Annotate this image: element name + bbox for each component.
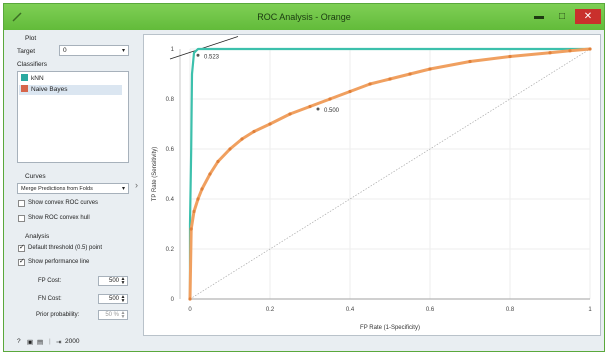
x-tick-label: 0.6 xyxy=(426,307,435,313)
window-title: ROC Analysis - Orange xyxy=(257,12,351,22)
curves-value: Merge Predictions from Folds xyxy=(21,186,93,192)
curves-combo[interactable]: Merge Predictions from Folds ▾ xyxy=(17,183,129,194)
series-point xyxy=(308,104,312,109)
convex-curves-label: Show convex ROC curves xyxy=(28,200,99,206)
series-point xyxy=(468,59,472,64)
series-point xyxy=(408,72,412,76)
series-point xyxy=(216,159,220,164)
x-axis-label: FP Rate (1-Specificity) xyxy=(360,325,420,331)
roc-window: ROC Analysis - Orange ▬ □ ✕ Plot Target … xyxy=(3,3,605,352)
fp-cost-spinbox[interactable]: 500 ▲ ▼ xyxy=(98,276,128,286)
y-tick-label: 0.6 xyxy=(166,147,175,153)
roc-plot-area[interactable]: 0 0.2 0.4 0.6 0.8 1 0 0.2 0.4 0.6 0.8 1 FP Rate (1-S… xyxy=(143,34,601,336)
series-point xyxy=(288,112,292,116)
help-icon[interactable]: ? xyxy=(17,338,21,345)
series-point xyxy=(328,97,332,101)
series-point xyxy=(188,297,192,301)
data-count: 2000 xyxy=(65,338,80,345)
classifiers-list[interactable]: kNN Naive Bayes xyxy=(17,71,129,163)
series-point xyxy=(196,197,200,201)
target-value: 0 xyxy=(63,47,67,54)
target-label: Target xyxy=(17,48,36,55)
y-axis-label: TP Rate (Sensitivity) xyxy=(152,147,158,202)
series-line-naive-bayes xyxy=(188,47,592,301)
series-point xyxy=(189,227,193,231)
convex-hull-label: Show ROC convex hull xyxy=(28,215,90,221)
threshold-marker xyxy=(316,107,320,111)
series-point xyxy=(388,77,392,81)
y-tick-label: 0 xyxy=(171,297,175,303)
classifiers-label: Classifiers xyxy=(17,61,47,68)
series-point xyxy=(348,89,352,94)
series-point xyxy=(568,49,572,53)
series-point xyxy=(268,122,272,126)
prior-probability-label: Prior probability: xyxy=(36,312,80,318)
diagonal-line xyxy=(189,48,591,300)
y-tick-label: 0.8 xyxy=(166,97,175,103)
x-tick-label: 0 xyxy=(188,307,192,313)
curves-label: Curves xyxy=(25,173,46,180)
save-image-icon[interactable]: ▣ xyxy=(27,339,34,346)
series-point xyxy=(240,137,244,141)
close-button[interactable]: ✕ xyxy=(575,9,601,24)
series-point xyxy=(428,67,432,71)
series-point xyxy=(208,172,212,176)
spin-arrows-icon: ▲ ▼ xyxy=(120,310,126,320)
status-bar: ? ▣ ▤ | ⇥ 2000 xyxy=(15,338,315,350)
chevron-down-icon: ▾ xyxy=(121,186,125,192)
default-threshold-checkbox[interactable] xyxy=(18,243,25,252)
classifier-item-knn[interactable]: kNN xyxy=(19,74,122,84)
series-point xyxy=(588,47,592,51)
maximize-button[interactable]: □ xyxy=(558,11,566,22)
convex-curves-checkbox[interactable] xyxy=(18,200,25,207)
y-tick-label: 0.2 xyxy=(166,247,175,253)
roc-chart: 0 0.2 0.4 0.6 0.8 1 0 0.2 0.4 0.6 0.8 1 FP Rate (1-S… xyxy=(152,36,592,331)
series-point xyxy=(368,82,372,86)
spin-arrows-icon: ▲ ▼ xyxy=(120,276,126,286)
threshold-label: 0.500 xyxy=(324,108,340,114)
separator: | xyxy=(49,338,51,345)
data-input-icon: ⇥ xyxy=(56,339,62,346)
performance-line xyxy=(169,36,239,60)
minimize-button[interactable]: ▬ xyxy=(534,11,544,22)
chevron-down-icon: ▾ xyxy=(121,48,125,54)
orange-app-icon xyxy=(12,12,22,22)
threshold-label: 0.523 xyxy=(204,54,220,60)
spin-arrows-icon: ▲ ▼ xyxy=(120,294,126,304)
x-tick-label: 1 xyxy=(588,307,592,313)
y-tick-label: 0.4 xyxy=(166,197,175,203)
y-tick-label: 1 xyxy=(171,47,175,53)
performance-line-checkbox[interactable] xyxy=(18,257,25,266)
panel-splitter-handle[interactable]: › xyxy=(135,180,138,190)
target-combo[interactable]: 0 ▾ xyxy=(59,45,129,56)
performance-line-label: Show performance line xyxy=(28,259,90,265)
plot-section-label: Plot xyxy=(25,35,37,42)
series-point xyxy=(508,54,512,59)
x-tick-label: 0.4 xyxy=(346,307,355,313)
fp-cost-label: FP Cost: xyxy=(38,278,62,284)
x-tick-label: 0.2 xyxy=(266,307,275,313)
prior-probability-spinbox[interactable]: 50 % ▲ ▼ xyxy=(98,310,128,320)
color-swatch xyxy=(21,74,28,81)
fn-cost-label: FN Cost: xyxy=(38,296,62,302)
series-point xyxy=(228,147,232,151)
x-tick-label: 0.8 xyxy=(506,307,515,313)
analysis-label: Analysis xyxy=(25,233,50,240)
convex-hull-checkbox[interactable] xyxy=(18,215,25,222)
series-point xyxy=(192,209,196,214)
color-swatch xyxy=(21,85,28,92)
classifier-item-naive-bayes[interactable]: Naive Bayes xyxy=(19,85,122,95)
title-bar[interactable]: ROC Analysis - Orange ▬ □ ✕ xyxy=(4,4,604,30)
series-point xyxy=(200,187,204,191)
fn-cost-spinbox[interactable]: 500 ▲ ▼ xyxy=(98,294,128,304)
report-icon[interactable]: ▤ xyxy=(37,339,44,346)
threshold-marker xyxy=(196,53,200,57)
series-point xyxy=(252,129,256,134)
control-panel: Plot Target 0 ▾ Classifiers kNN Naive Ba… xyxy=(15,34,132,334)
series-point xyxy=(548,51,552,55)
default-threshold-label: Default threshold (0.5) point xyxy=(28,245,103,251)
series-line-knn xyxy=(188,47,592,301)
